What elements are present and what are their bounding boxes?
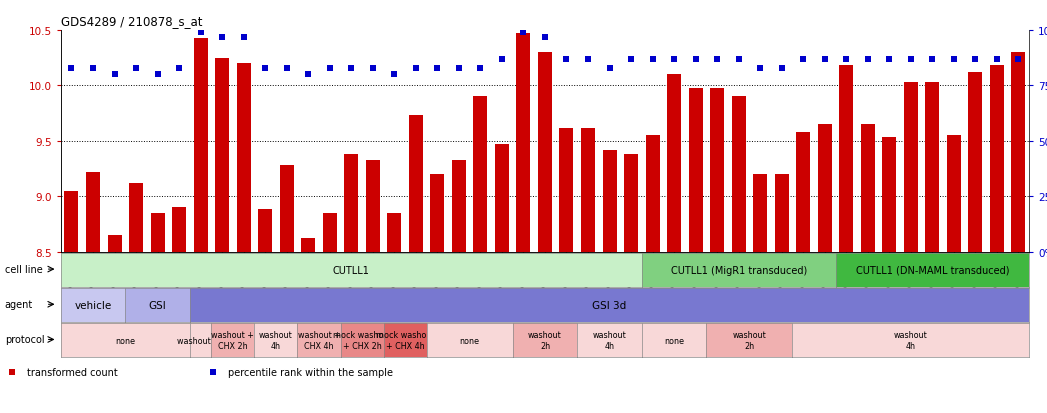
Bar (280, 166, 294, 252)
Bar (452, 160, 466, 252)
Text: washout
2h: washout 2h (528, 331, 562, 350)
Text: protocol: protocol (4, 335, 44, 344)
Bar (387, 213, 401, 252)
Bar (408, 116, 423, 252)
Bar (861, 125, 875, 252)
Bar (129, 183, 143, 252)
Bar (753, 175, 767, 252)
Bar (473, 97, 488, 252)
Text: GSI: GSI (149, 300, 166, 310)
Bar (775, 175, 788, 252)
Text: washout +
CHX 2h: washout + CHX 2h (211, 331, 254, 350)
Text: washout
4h: washout 4h (593, 331, 626, 350)
Bar (989, 66, 1004, 252)
Bar (602, 150, 617, 252)
Text: CUTLL1: CUTLL1 (333, 265, 370, 275)
Bar (946, 136, 961, 252)
Text: washout
4h: washout 4h (894, 331, 928, 350)
Bar (667, 75, 682, 252)
Bar (194, 39, 207, 252)
Bar (818, 125, 831, 252)
Text: washout 2h: washout 2h (177, 336, 224, 345)
Bar (904, 83, 918, 252)
Text: transformed count: transformed count (27, 367, 118, 377)
Text: none: none (115, 336, 135, 345)
Bar (689, 88, 703, 252)
Bar (108, 235, 121, 252)
Bar (302, 239, 315, 252)
Text: agent: agent (4, 299, 32, 309)
Bar (883, 138, 896, 252)
Bar (559, 128, 574, 252)
Bar (538, 53, 552, 252)
Bar (516, 34, 531, 252)
Bar (172, 208, 186, 252)
Bar (151, 213, 164, 252)
Bar (646, 136, 660, 252)
Text: mock washout
+ CHX 4h: mock washout + CHX 4h (376, 331, 435, 350)
Bar (732, 97, 745, 252)
Text: washout +
CHX 4h: washout + CHX 4h (297, 331, 340, 350)
Bar (710, 88, 725, 252)
Bar (344, 155, 358, 252)
Text: vehicle: vehicle (74, 300, 112, 310)
Bar (624, 155, 638, 252)
Bar (840, 66, 853, 252)
Bar (1011, 53, 1025, 252)
Text: none: none (664, 336, 684, 345)
Bar (215, 59, 229, 252)
Bar (796, 133, 810, 252)
Bar (581, 128, 595, 252)
Text: percentile rank within the sample: percentile rank within the sample (228, 367, 394, 377)
Text: GSI 3d: GSI 3d (593, 300, 627, 310)
Bar (495, 145, 509, 252)
Text: none: none (460, 336, 480, 345)
Bar (322, 213, 337, 252)
Bar (430, 175, 444, 252)
Text: GDS4289 / 210878_s_at: GDS4289 / 210878_s_at (61, 15, 202, 28)
Bar (86, 172, 101, 252)
Text: CUTLL1 (DN-MAML transduced): CUTLL1 (DN-MAML transduced) (855, 265, 1009, 275)
Bar (259, 210, 272, 252)
Bar (926, 83, 939, 252)
Text: cell line: cell line (4, 264, 43, 274)
Text: CUTLL1 (MigR1 transduced): CUTLL1 (MigR1 transduced) (670, 265, 807, 275)
Text: washout
4h: washout 4h (259, 331, 293, 350)
Bar (365, 160, 380, 252)
Bar (65, 191, 79, 252)
Text: washout
2h: washout 2h (733, 331, 766, 350)
Bar (237, 64, 250, 252)
Text: mock washout
+ CHX 2h: mock washout + CHX 2h (333, 331, 392, 350)
Bar (968, 73, 982, 252)
